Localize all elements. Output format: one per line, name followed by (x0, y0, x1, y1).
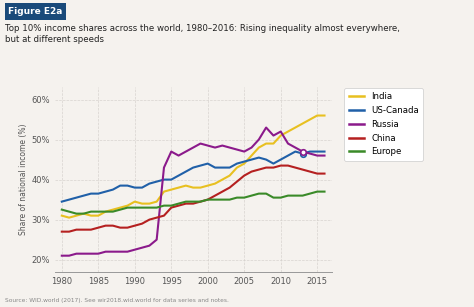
Text: Source: WID.world (2017). See wir2018.wid.world for data series and notes.: Source: WID.world (2017). See wir2018.wi… (5, 298, 228, 303)
Legend: India, US-Canada, Russia, China, Europe: India, US-Canada, Russia, China, Europe (345, 88, 423, 161)
Y-axis label: Share of national income (%): Share of national income (%) (19, 124, 28, 235)
FancyBboxPatch shape (5, 3, 66, 20)
Text: Top 10% income shares across the world, 1980–2016: Rising inequality almost ever: Top 10% income shares across the world, … (5, 24, 400, 33)
Text: Figure E2a: Figure E2a (9, 7, 63, 16)
Text: but at different speeds: but at different speeds (5, 35, 104, 44)
